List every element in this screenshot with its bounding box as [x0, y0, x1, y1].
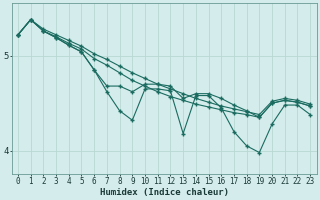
X-axis label: Humidex (Indice chaleur): Humidex (Indice chaleur) — [100, 188, 228, 197]
